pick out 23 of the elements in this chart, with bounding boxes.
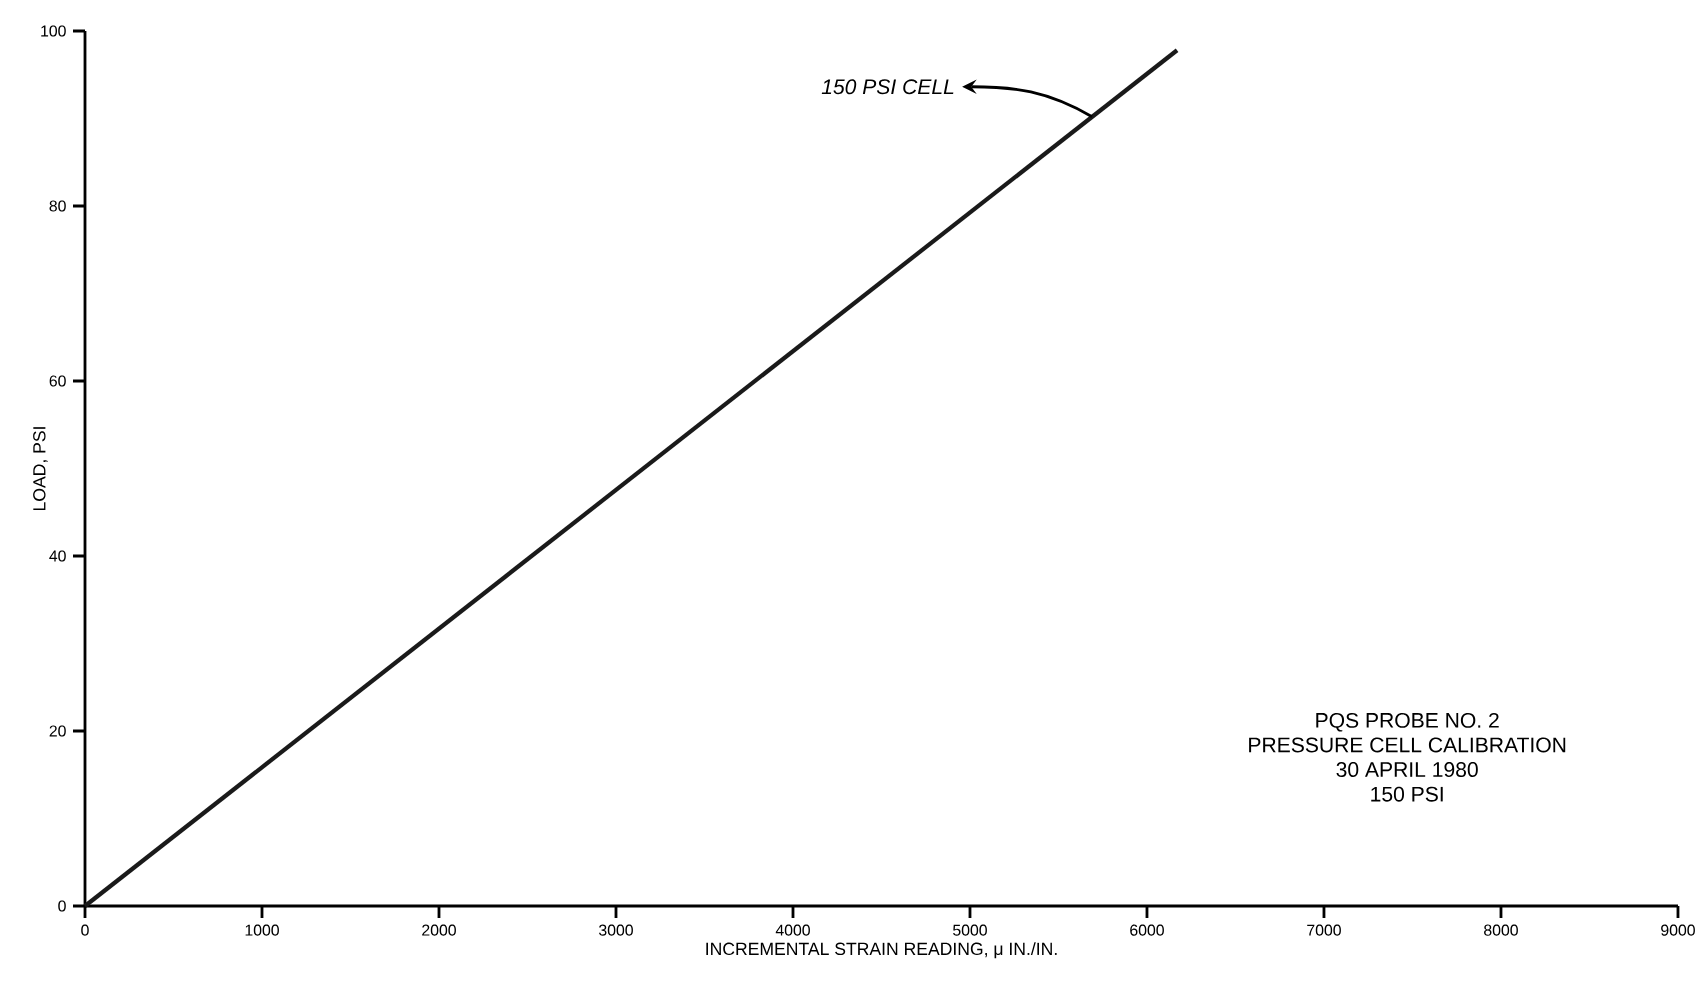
y-tick-label: 60 bbox=[49, 375, 66, 387]
annotation: 150 PSI CELL bbox=[821, 79, 954, 95]
x-axis-title: INCREMENTAL STRAIN READING, μ IN./IN. bbox=[706, 942, 1057, 959]
y-tick-label: 40 bbox=[49, 550, 66, 562]
y-tick-label: 0 bbox=[58, 900, 66, 912]
x-tick-label: 4000 bbox=[775, 924, 810, 936]
annotation: 150 PSI bbox=[1371, 786, 1443, 802]
x-tick-label: 3000 bbox=[599, 924, 633, 936]
y-axis-title: LOAD, PSI bbox=[33, 427, 48, 511]
x-tick-label: 7000 bbox=[1307, 924, 1341, 936]
y-tick-label: 100 bbox=[41, 25, 66, 37]
x-tick-label: 0 bbox=[81, 924, 89, 936]
annotation: PRESSURE CELL CALIBRATION bbox=[1249, 737, 1566, 753]
y-tick-label: 20 bbox=[49, 725, 66, 737]
annotation: 30 APRIL 1980 bbox=[1336, 762, 1478, 778]
x-tick-label: 2000 bbox=[422, 924, 456, 936]
x-tick-label: 1000 bbox=[245, 924, 279, 936]
annotation: PQS PROBE NO. 2 bbox=[1316, 712, 1499, 732]
x-tick-label: 5000 bbox=[953, 924, 987, 936]
x-tick-label: 9000 bbox=[1661, 924, 1695, 936]
x-tick-label: 8000 bbox=[1484, 924, 1518, 936]
x-tick-label: 6000 bbox=[1130, 924, 1164, 936]
y-tick-label: 80 bbox=[49, 200, 66, 212]
